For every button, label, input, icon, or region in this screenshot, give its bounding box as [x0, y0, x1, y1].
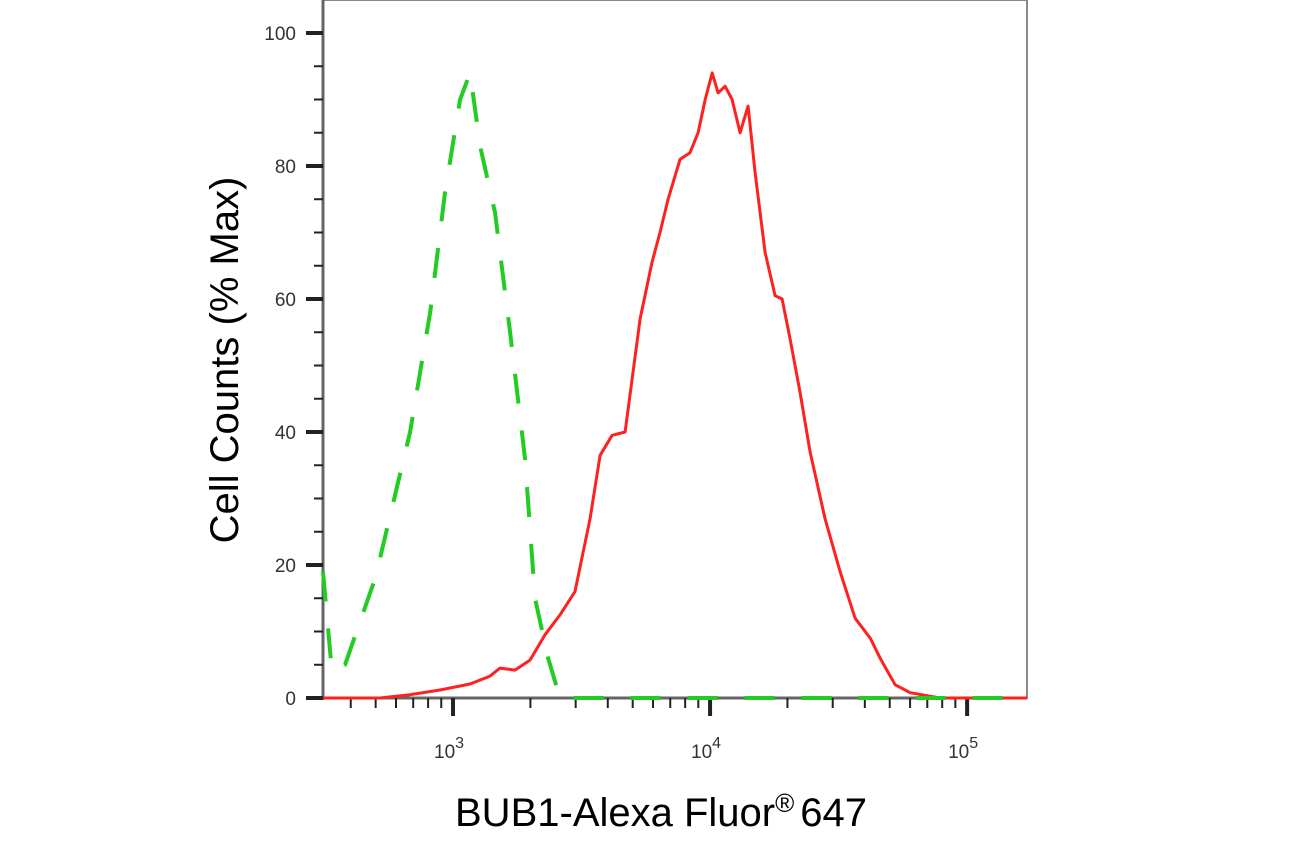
y-tick-label: 0: [285, 689, 296, 710]
y-tick-label: 20: [275, 556, 296, 577]
y-tick-label: 40: [275, 423, 296, 444]
sample-series-line: [323, 71, 1027, 700]
y-tick-label: 100: [264, 24, 296, 45]
x-tick-label: 104: [691, 735, 721, 763]
x-axis-title-suffix: 647: [800, 791, 867, 835]
y-axis-title: Cell Counts (% Max): [203, 177, 247, 544]
x-axis-title-registered: ®: [775, 788, 794, 818]
x-axis-title-main: BUB1-Alexa Fluor: [455, 791, 775, 835]
x-axis-title: BUB1-Alexa Fluor® 647: [455, 788, 867, 835]
plot-frame: [322, 0, 1028, 699]
y-tick-label: 80: [275, 157, 296, 178]
x-tick-label: 103: [434, 735, 464, 763]
x-tick-label: 105: [948, 735, 978, 763]
y-tick-label: 60: [275, 290, 296, 311]
control-series-line: [321, 70, 1027, 700]
